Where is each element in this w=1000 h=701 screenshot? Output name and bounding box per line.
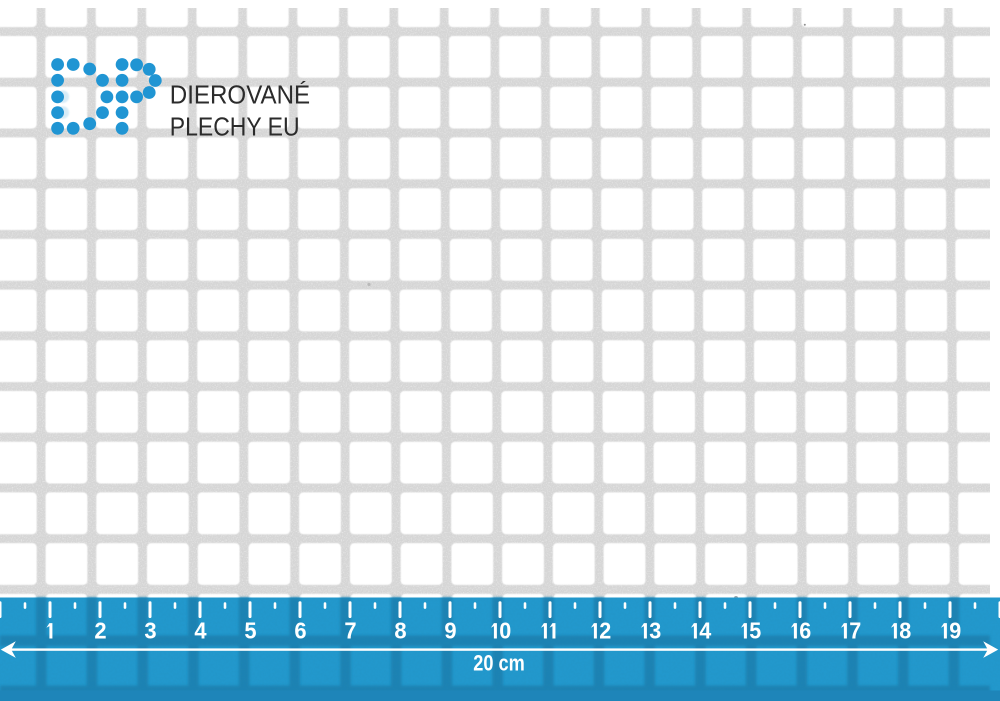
svg-text:7: 7 [849,618,861,644]
svg-text:2: 2 [94,618,106,644]
svg-text:5: 5 [244,618,256,644]
svg-text:DIEROVANÉ: DIEROVANÉ [170,80,310,109]
svg-text:4: 4 [699,618,711,644]
svg-text:3: 3 [649,618,661,644]
svg-text:20 cm: 20 cm [473,651,525,676]
svg-text:9: 9 [949,618,961,644]
svg-text:9: 9 [444,618,456,644]
svg-text:8: 8 [394,618,406,644]
svg-text:0: 0 [499,618,511,644]
svg-text:7: 7 [344,618,356,644]
svg-text:3: 3 [144,618,156,644]
svg-text:6: 6 [799,618,811,644]
svg-text:5: 5 [749,618,761,644]
svg-text:6: 6 [294,618,306,644]
svg-text:PLECHY EU: PLECHY EU [170,114,300,142]
svg-text:4: 4 [194,618,206,644]
svg-text:2: 2 [599,618,611,644]
svg-text:8: 8 [899,618,911,644]
